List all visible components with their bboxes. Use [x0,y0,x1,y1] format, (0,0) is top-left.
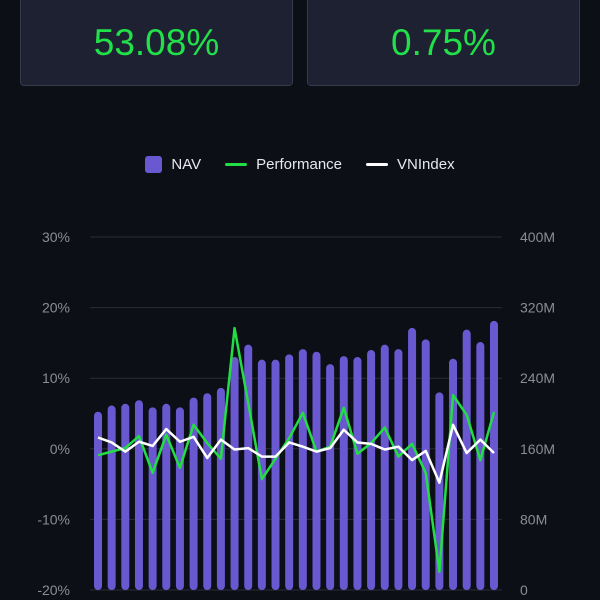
nav-bar [148,407,157,590]
nav-bar [476,342,485,590]
right-tick-label: 400M [520,229,555,245]
nav-bar [271,359,280,590]
nav-bar [134,400,143,590]
legend-performance[interactable]: Performance [225,156,342,173]
nav-bar [462,329,471,590]
left-tick-label: -20% [37,582,70,598]
nav-bar [216,387,225,590]
left-tick-label: 10% [42,370,70,386]
nav-bar [421,339,430,590]
vnindex-line [97,423,495,484]
nav-bar [162,403,171,590]
index-return-value: 0.75% [391,22,496,63]
right-tick-label: 240M [520,370,555,386]
nav-bar [244,344,253,590]
legend-vnindex[interactable]: VNIndex [366,156,455,173]
right-tick-label: 320M [520,300,555,316]
performance-line [97,326,496,573]
left-tick-label: 0% [50,441,70,457]
index-return-card: 0.75% [307,0,580,86]
return-value: 53.08% [93,22,220,63]
nav-bar [107,405,116,590]
nav-bar [312,351,321,590]
nav-bar [203,393,212,590]
nav-bar [490,320,498,590]
left-tick-label: 30% [42,229,70,245]
nav-bar [380,344,389,590]
right-tick-label: 0 [520,582,528,598]
left-tick-label: -10% [37,511,70,527]
right-tick-label: 80M [520,511,547,527]
nav-bar [175,407,184,590]
nav-bar [449,358,458,590]
nav-bar [339,356,348,590]
left-tick-label: 20% [42,300,70,316]
legend-label: Performance [256,156,343,173]
return-card: 53.08% [20,0,293,86]
right-tick-label: 160M [520,441,555,457]
nav-bar [367,349,376,590]
nav-bar [298,349,307,590]
legend-nav[interactable]: NAV [145,156,201,173]
nav-bar [121,403,130,590]
nav-bar [285,354,294,590]
legend-label: VNIndex [397,156,455,173]
legend-label: NAV [171,156,202,173]
nav-swatch-icon [145,156,163,173]
vnindex-swatch-icon [366,163,389,166]
nav-bar [94,411,102,590]
nav-bar [353,357,362,590]
nav-bar [326,364,335,590]
nav-bar [394,349,403,590]
nav-bar [230,357,239,590]
performance-swatch-icon [225,163,248,166]
nav-bar [189,397,198,590]
chart-legend: NAV Performance VNIndex [0,156,600,173]
